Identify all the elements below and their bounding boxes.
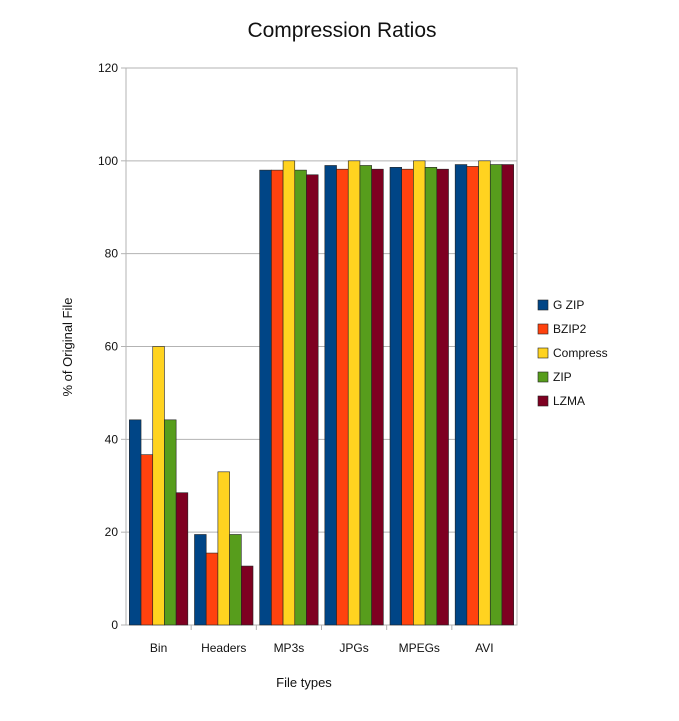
bar: [129, 419, 142, 626]
y-tick-label: 60: [105, 340, 119, 354]
bar: [217, 471, 230, 626]
chart-title: Compression Ratios: [247, 19, 436, 42]
bar: [205, 552, 219, 626]
bar: [259, 169, 272, 626]
bar: [454, 164, 468, 626]
y-tick-label: 80: [105, 247, 119, 261]
y-tick-label: 100: [98, 154, 118, 168]
bar: [324, 165, 337, 626]
bar: [478, 160, 491, 626]
bar: [282, 160, 296, 626]
bar: [501, 164, 514, 626]
bar: [489, 164, 503, 626]
legend: G ZIP BZIP2 Compress ZIP LZMA: [537, 298, 608, 408]
bar: [241, 565, 254, 626]
bar: [413, 160, 426, 626]
bar: [347, 160, 361, 626]
x-tick-label: Headers: [201, 641, 246, 655]
y-tick-label: 40: [105, 432, 119, 446]
legend-swatch: [537, 371, 549, 383]
bar: [271, 169, 284, 626]
bar: [359, 165, 372, 626]
bars: [129, 160, 514, 626]
bar: [152, 346, 165, 626]
y-tick-label: 0: [111, 618, 118, 632]
x-axis-label: File types: [276, 675, 332, 690]
bar: [466, 166, 479, 626]
x-tick-label: MPEGs: [399, 641, 440, 655]
legend-swatch: [537, 395, 549, 407]
legend-entry: ZIP: [553, 370, 572, 384]
bar: [336, 168, 349, 626]
axes: 0 20 40 60 80 100 120 Bin Headers MP3s JPGs MPEGs AV…: [98, 61, 494, 655]
bar: [194, 534, 207, 626]
legend-swatch: [537, 347, 549, 359]
legend-swatch: [537, 323, 549, 335]
y-tick-label: 120: [98, 61, 118, 75]
bar: [294, 169, 307, 626]
bar: [371, 168, 384, 626]
x-tick-label: AVI: [475, 641, 493, 655]
legend-entry: Compress: [553, 346, 608, 360]
bar: [164, 419, 177, 626]
legend-entry: LZMA: [553, 394, 585, 408]
bar: [436, 168, 449, 626]
bar: [175, 492, 189, 626]
bar: [229, 534, 242, 626]
x-tick-label: JPGs: [339, 641, 368, 655]
x-tick-label: MP3s: [274, 641, 305, 655]
bar: [140, 454, 154, 626]
legend-swatch: [537, 299, 549, 311]
y-axis-label: % of Original File: [60, 298, 75, 397]
x-tick-label: Bin: [150, 641, 167, 655]
bar: [401, 168, 414, 626]
y-tick-label: 20: [105, 525, 119, 539]
bar: [306, 174, 319, 626]
legend-entry: G ZIP: [553, 298, 584, 312]
legend-entry: BZIP2: [553, 322, 587, 336]
bar: [424, 167, 438, 626]
bar: [389, 167, 402, 626]
